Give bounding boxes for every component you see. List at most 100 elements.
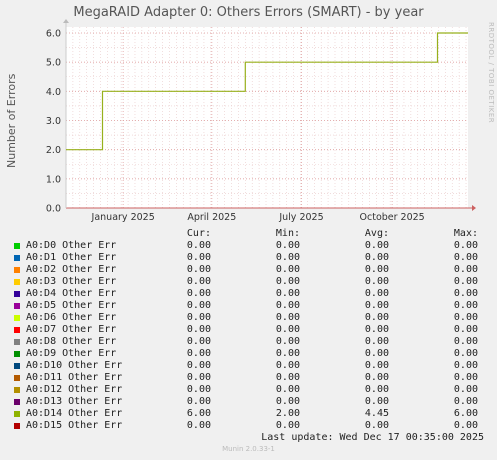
- legend-name: A0:D14 Other Err: [26, 408, 123, 419]
- y-tick-label: 5.0: [46, 58, 61, 69]
- legend-cur: 0.00: [186, 300, 211, 311]
- legend-swatch: [14, 315, 20, 321]
- legend-min: 0.00: [275, 360, 300, 371]
- legend-name: A0:D0 Other Err: [26, 240, 117, 251]
- legend-min: 0.00: [275, 348, 300, 359]
- legend-swatch: [14, 351, 20, 357]
- legend-avg: 0.00: [364, 396, 389, 407]
- x-tick-label: July 2025: [278, 212, 323, 223]
- legend-row: A0:D7 Other Err 0.00 0.00 0.00 0.00: [0, 324, 497, 336]
- legend-min: 0.00: [275, 420, 300, 431]
- legend-cur: 0.00: [186, 420, 211, 431]
- legend-max: 0.00: [453, 336, 478, 347]
- legend-avg: 0.00: [364, 384, 389, 395]
- legend-min: 0.00: [275, 240, 300, 251]
- legend-name: A0:D15 Other Err: [26, 420, 123, 431]
- legend-max: 0.00: [453, 288, 478, 299]
- legend-row: A0:D9 Other Err 0.00 0.00 0.00 0.00: [0, 348, 497, 360]
- legend-name: A0:D7 Other Err: [26, 324, 117, 335]
- legend-cur: 0.00: [186, 312, 211, 323]
- x-axis-arrow: [472, 205, 476, 211]
- legend-max: 0.00: [453, 348, 478, 359]
- legend-avg: 0.00: [364, 288, 389, 299]
- legend-min: 2.00: [275, 408, 300, 419]
- legend-min: 0.00: [275, 324, 300, 335]
- legend-cur: 0.00: [186, 348, 211, 359]
- legend-max: 0.00: [453, 384, 478, 395]
- y-tick-label: 4.0: [46, 87, 61, 98]
- chart-plot: January 2025 April 2025 July 2025 October 2…: [46, 19, 476, 223]
- legend-avg: 0.00: [364, 312, 389, 323]
- legend-header-min: Min:: [275, 228, 300, 239]
- legend-cur: 0.00: [186, 324, 211, 335]
- legend-name: A0:D6 Other Err: [26, 312, 117, 323]
- legend-max: 0.00: [453, 312, 478, 323]
- y-tick-label: 2.0: [46, 145, 61, 156]
- legend-swatch: [14, 399, 20, 405]
- legend-row: A0:D5 Other Err 0.00 0.00 0.00 0.00: [0, 300, 497, 312]
- legend-swatch: [14, 423, 20, 429]
- y-axis-arrow: [63, 19, 69, 23]
- legend-avg: 0.00: [364, 420, 389, 431]
- legend-swatch: [14, 303, 20, 309]
- legend-row: A0:D3 Other Err 0.00 0.00 0.00 0.00: [0, 276, 497, 288]
- legend-max: 0.00: [453, 300, 478, 311]
- legend-avg: 0.00: [364, 372, 389, 383]
- legend-header-cur: Cur:: [186, 228, 211, 239]
- legend-min: 0.00: [275, 372, 300, 383]
- legend-cur: 0.00: [186, 288, 211, 299]
- legend-name: A0:D2 Other Err: [26, 264, 117, 275]
- chart-title: MegaRAID Adapter 0: Others Errors (SMART…: [73, 5, 424, 20]
- legend-swatch: [14, 327, 20, 333]
- legend-row: A0:D8 Other Err 0.00 0.00 0.00 0.00: [0, 336, 497, 348]
- legend-avg: 0.00: [364, 324, 389, 335]
- legend-name: A0:D5 Other Err: [26, 300, 117, 311]
- legend-swatch: [14, 375, 20, 381]
- legend-swatch: [14, 279, 20, 285]
- legend-avg: 0.00: [364, 300, 389, 311]
- legend-max: 0.00: [453, 324, 478, 335]
- legend-cur: 6.00: [186, 408, 211, 419]
- legend-header-max: Max:: [453, 228, 478, 239]
- legend-avg: 4.45: [364, 408, 389, 419]
- legend-min: 0.00: [275, 396, 300, 407]
- legend-avg: 0.00: [364, 360, 389, 371]
- legend-row: A0:D14 Other Err 6.00 2.00 4.45 6.00: [0, 408, 497, 420]
- legend-name: A0:D13 Other Err: [26, 396, 123, 407]
- y-tick-label: 1.0: [46, 174, 61, 185]
- legend-swatch: [14, 411, 20, 417]
- legend-name: A0:D10 Other Err: [26, 360, 123, 371]
- legend-avg: 0.00: [364, 348, 389, 359]
- last-update: Last update: Wed Dec 17 00:35:00 2025: [261, 432, 484, 443]
- legend-cur: 0.00: [186, 276, 211, 287]
- legend-row: A0:D12 Other Err 0.00 0.00 0.00 0.00: [0, 384, 497, 396]
- y-tick-label: 0.0: [46, 204, 61, 215]
- legend-min: 0.00: [275, 252, 300, 263]
- legend-min: 0.00: [275, 312, 300, 323]
- legend-row: A0:D0 Other Err 0.00 0.00 0.00 0.00: [0, 240, 497, 252]
- y-tick-label: 6.0: [46, 29, 61, 40]
- legend-max: 0.00: [453, 276, 478, 287]
- munin-version: Munin 2.0.33-1: [222, 445, 275, 453]
- legend-min: 0.00: [275, 300, 300, 311]
- legend-max: 0.00: [453, 240, 478, 251]
- plot-area: [66, 27, 468, 208]
- legend-max: 0.00: [453, 252, 478, 263]
- legend-cur: 0.00: [186, 372, 211, 383]
- legend-min: 0.00: [275, 288, 300, 299]
- legend-row: A0:D4 Other Err 0.00 0.00 0.00 0.00: [0, 288, 497, 300]
- legend-name: A0:D1 Other Err: [26, 252, 117, 263]
- legend-min: 0.00: [275, 384, 300, 395]
- legend-row: A0:D10 Other Err 0.00 0.00 0.00 0.00: [0, 360, 497, 372]
- legend-avg: 0.00: [364, 252, 389, 263]
- legend-header-avg: Avg:: [364, 228, 389, 239]
- legend-swatch: [14, 267, 20, 273]
- legend-swatch: [14, 339, 20, 345]
- rrdtool-credit: RRDTOOL / TOBI OETIKER: [487, 22, 495, 124]
- legend-swatch: [14, 291, 20, 297]
- legend-cur: 0.00: [186, 384, 211, 395]
- legend-max: 0.00: [453, 420, 478, 431]
- legend-avg: 0.00: [364, 276, 389, 287]
- legend-name: A0:D9 Other Err: [26, 348, 117, 359]
- legend-row: A0:D15 Other Err 0.00 0.00 0.00 0.00: [0, 420, 497, 432]
